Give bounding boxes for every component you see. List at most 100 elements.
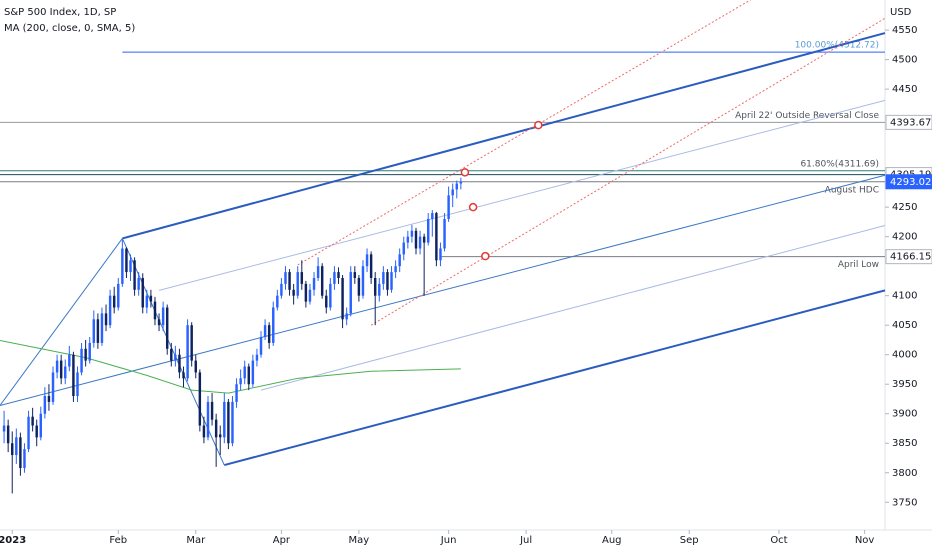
candle-body [418, 236, 422, 249]
candle-body [35, 425, 38, 438]
x-tick-label: Oct [770, 535, 787, 546]
x-tick-label: May [349, 535, 370, 546]
candle-body [333, 272, 336, 284]
candle-body [394, 266, 397, 273]
level-note: April 22' Outside Reversal Close [735, 111, 879, 121]
candle-body [92, 319, 96, 343]
x-tick-label: Jul [519, 535, 532, 546]
candle-body [439, 248, 442, 261]
candle-body [88, 342, 91, 361]
level-note: 61.80%(4311.69) [800, 159, 879, 169]
trend-line [122, 32, 886, 240]
candle-body [223, 401, 226, 438]
candle-body [316, 266, 320, 278]
candle-body [47, 396, 51, 402]
candle-body [96, 319, 100, 343]
price-tag [885, 249, 932, 265]
ma-legend: MA (200, close, 0, SMA, 5) [4, 23, 135, 34]
marker [460, 168, 470, 177]
candle-body [459, 181, 463, 184]
y-tick-label: 4550 [892, 25, 917, 36]
candle-body [100, 313, 104, 343]
candle-body [182, 372, 185, 379]
candle-body [398, 254, 401, 267]
candle-body [427, 218, 430, 243]
candle-body [435, 213, 438, 261]
candle-body [353, 272, 357, 278]
candle-body [431, 213, 434, 219]
y-tick-label: 3750 [892, 497, 917, 508]
candle-body [161, 307, 165, 326]
candle-body [117, 283, 120, 308]
candle-body [202, 425, 206, 438]
level-note: April Low [838, 260, 879, 270]
candle-body [414, 230, 418, 249]
candle-body [6, 425, 10, 444]
trend-line [158, 99, 886, 291]
candle-body [361, 266, 365, 296]
candle-body [165, 307, 169, 349]
candle-body [406, 236, 410, 243]
candle-body [369, 254, 373, 278]
candle-body [349, 272, 352, 314]
candle-body [329, 283, 332, 308]
y-tick-label: 4100 [892, 291, 917, 302]
currency: USD [890, 7, 912, 18]
candle-body [76, 372, 79, 397]
candle-body [141, 277, 144, 308]
candle-body [214, 419, 218, 438]
candle-body [80, 348, 83, 373]
candle-body [2, 425, 6, 432]
y-tick-label: 3950 [892, 379, 917, 390]
trend-line [0, 238, 123, 406]
y-tick-label: 4250 [892, 202, 917, 213]
x-tick-label: Jun [440, 535, 457, 546]
candle-body [263, 325, 267, 338]
candle-body [345, 313, 348, 320]
candle-body [341, 277, 344, 320]
candle-body [276, 295, 279, 308]
candle-body [390, 272, 393, 290]
candle-body [51, 372, 55, 402]
candle-body [378, 283, 381, 296]
candle-body [194, 360, 197, 373]
candle-body [15, 437, 18, 456]
y-tick-label: 3850 [892, 438, 917, 449]
candle-body [149, 295, 153, 302]
level-note: August HDC [825, 185, 879, 195]
trend-line [297, 0, 751, 266]
marker [468, 202, 478, 212]
candle-body [402, 242, 405, 255]
price-tag [885, 114, 932, 130]
candle-body [108, 295, 112, 326]
candle-body [272, 307, 275, 343]
candle-body [455, 183, 458, 190]
candle-body [325, 295, 328, 308]
candle-body [157, 319, 161, 326]
candle-body [153, 301, 157, 320]
candle-body [186, 325, 189, 379]
candle-body [288, 272, 291, 290]
candle-body [43, 396, 47, 414]
x-tick-label: Nov [855, 535, 875, 546]
candle-body [219, 434, 222, 438]
trend-line [224, 289, 886, 467]
y-tick-label: 4050 [892, 320, 917, 331]
candle-body [231, 401, 234, 444]
candle-body [112, 295, 116, 308]
candle-body [174, 354, 177, 361]
candle-body [206, 401, 210, 438]
candle-body [64, 366, 67, 379]
candle-body [320, 266, 324, 296]
trend-line [260, 224, 886, 391]
price-tag-label: 4293.02 [890, 177, 931, 188]
candle-body [23, 449, 26, 469]
candle-body [447, 195, 450, 219]
x-tick-label: Sep [680, 535, 699, 546]
candle-body [59, 360, 63, 379]
candle-body [386, 272, 389, 290]
candle-body [247, 366, 251, 385]
candle-body [373, 277, 377, 296]
